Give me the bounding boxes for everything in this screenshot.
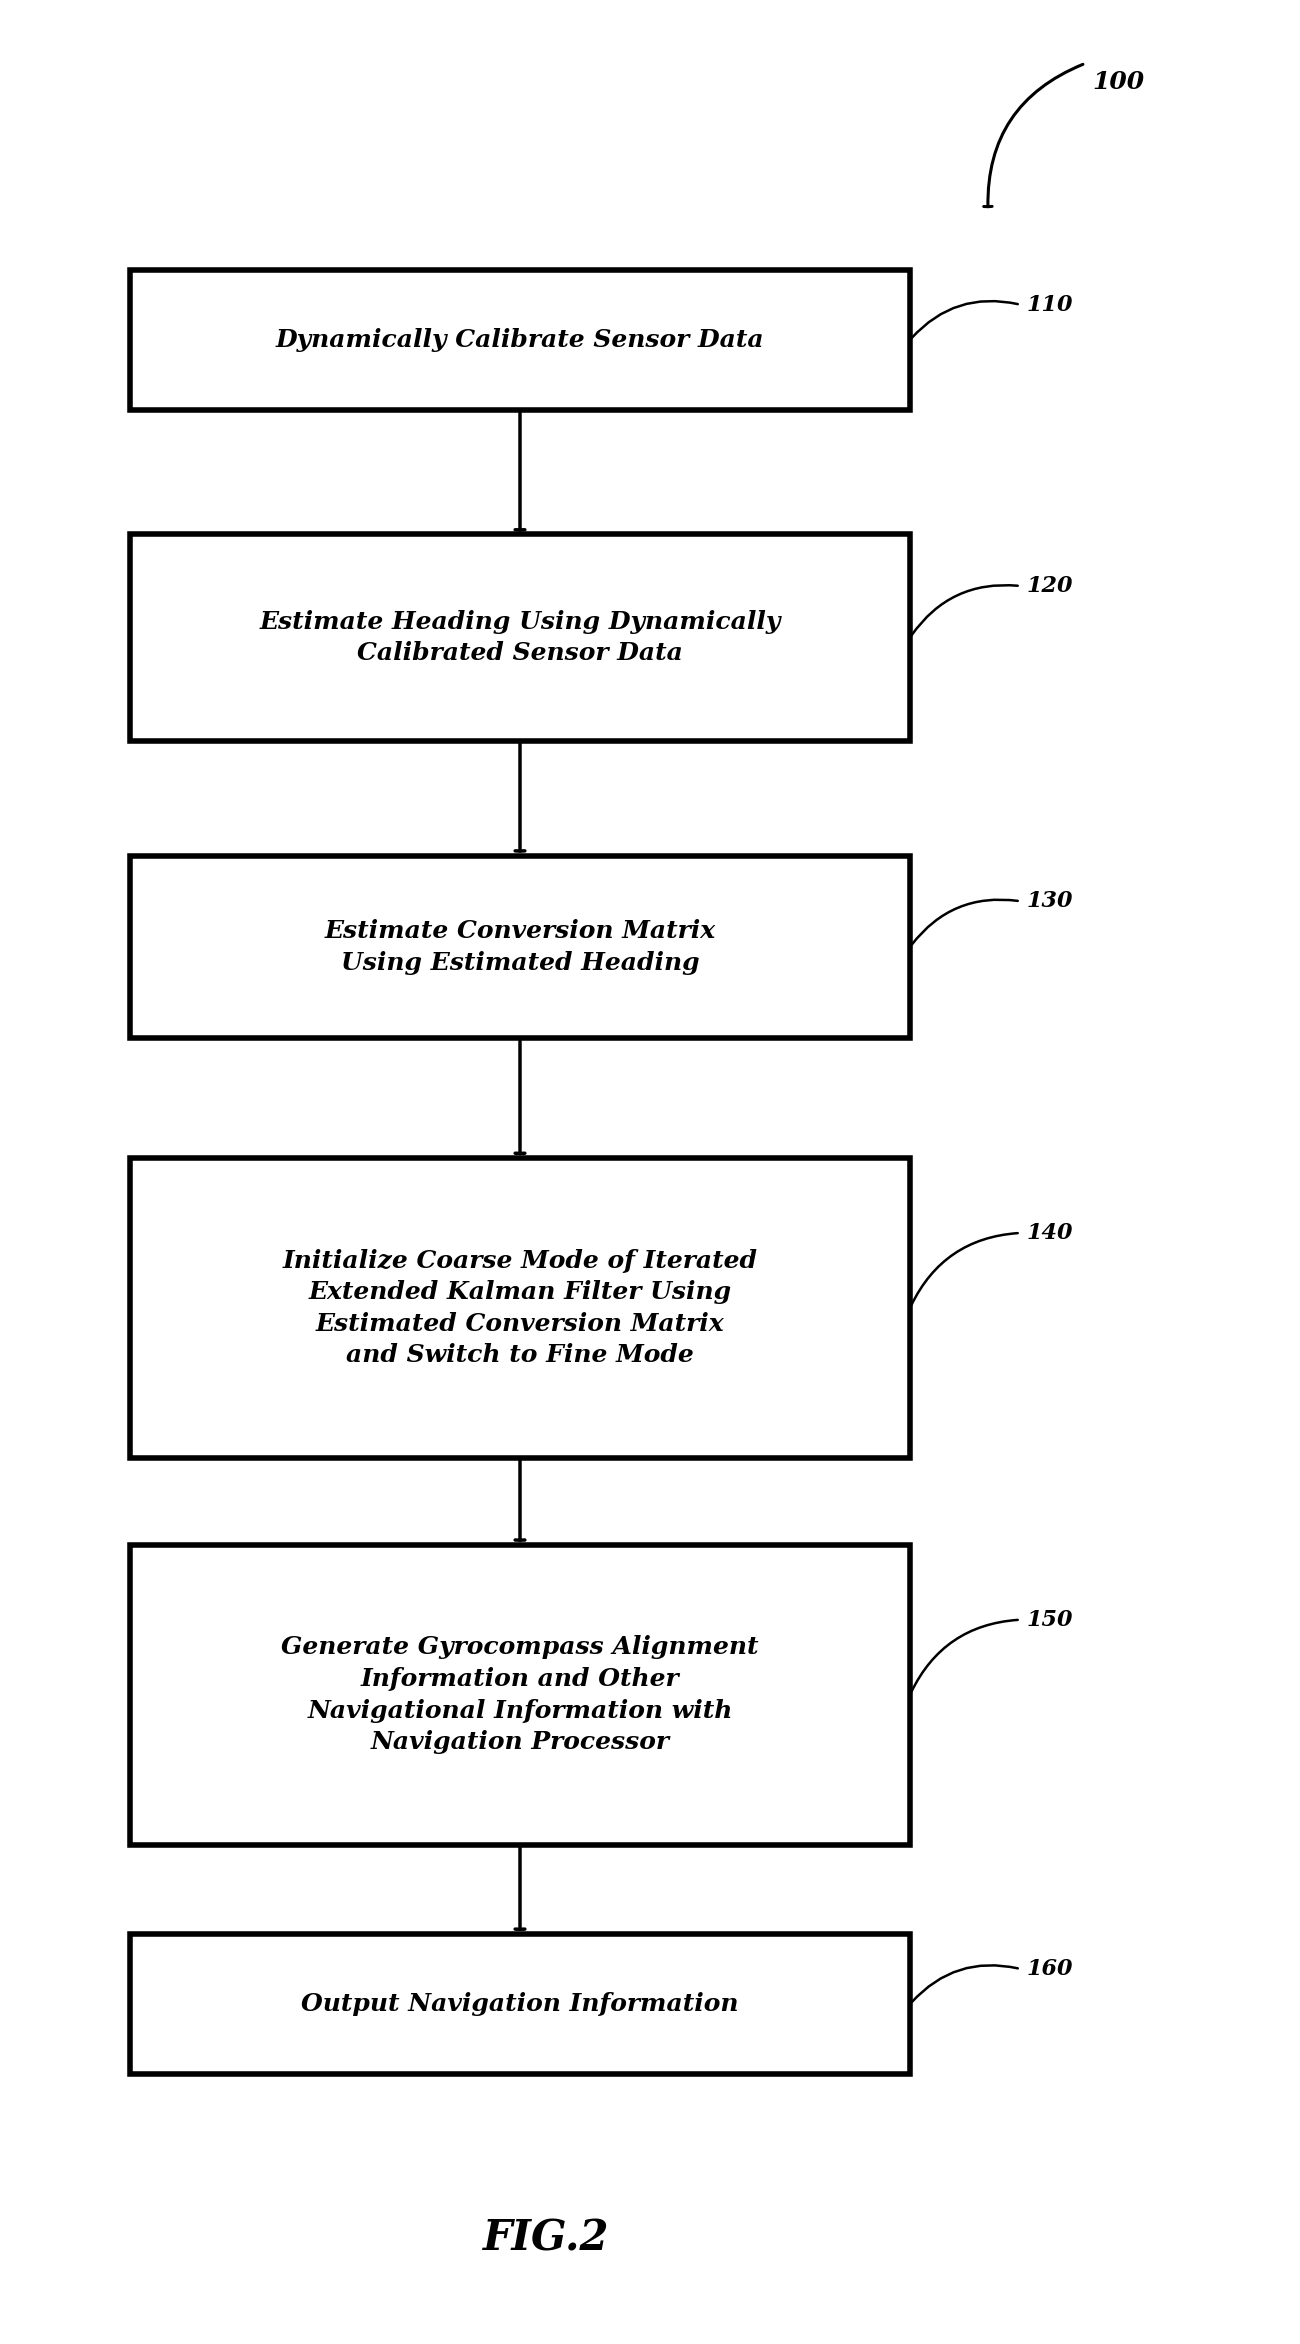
FancyBboxPatch shape (130, 534, 910, 741)
Text: Dynamically Calibrate Sensor Data: Dynamically Calibrate Sensor Data (276, 328, 764, 352)
Text: Generate Gyrocompass Alignment
Information and Other
Navigational Information wi: Generate Gyrocompass Alignment Informati… (281, 1636, 759, 1753)
Text: 120: 120 (1027, 574, 1074, 598)
Text: Output Navigation Information: Output Navigation Information (302, 1992, 738, 2016)
Text: Estimate Heading Using Dynamically
Calibrated Sensor Data: Estimate Heading Using Dynamically Calib… (259, 609, 781, 666)
FancyBboxPatch shape (130, 1158, 910, 1458)
Text: 110: 110 (1027, 293, 1074, 316)
Text: 140: 140 (1027, 1221, 1074, 1245)
Text: 150: 150 (1027, 1608, 1074, 1631)
FancyBboxPatch shape (130, 1545, 910, 1845)
Text: FIG.2: FIG.2 (482, 2217, 610, 2260)
Text: Estimate Conversion Matrix
Using Estimated Heading: Estimate Conversion Matrix Using Estimat… (325, 919, 715, 975)
Text: 130: 130 (1027, 891, 1074, 912)
FancyBboxPatch shape (130, 270, 910, 410)
FancyBboxPatch shape (130, 856, 910, 1038)
Text: 160: 160 (1027, 1957, 1074, 1981)
Text: Initialize Coarse Mode of Iterated
Extended Kalman Filter Using
Estimated Conver: Initialize Coarse Mode of Iterated Exten… (282, 1249, 758, 1367)
FancyBboxPatch shape (130, 1934, 910, 2074)
Text: 100: 100 (1092, 70, 1144, 94)
